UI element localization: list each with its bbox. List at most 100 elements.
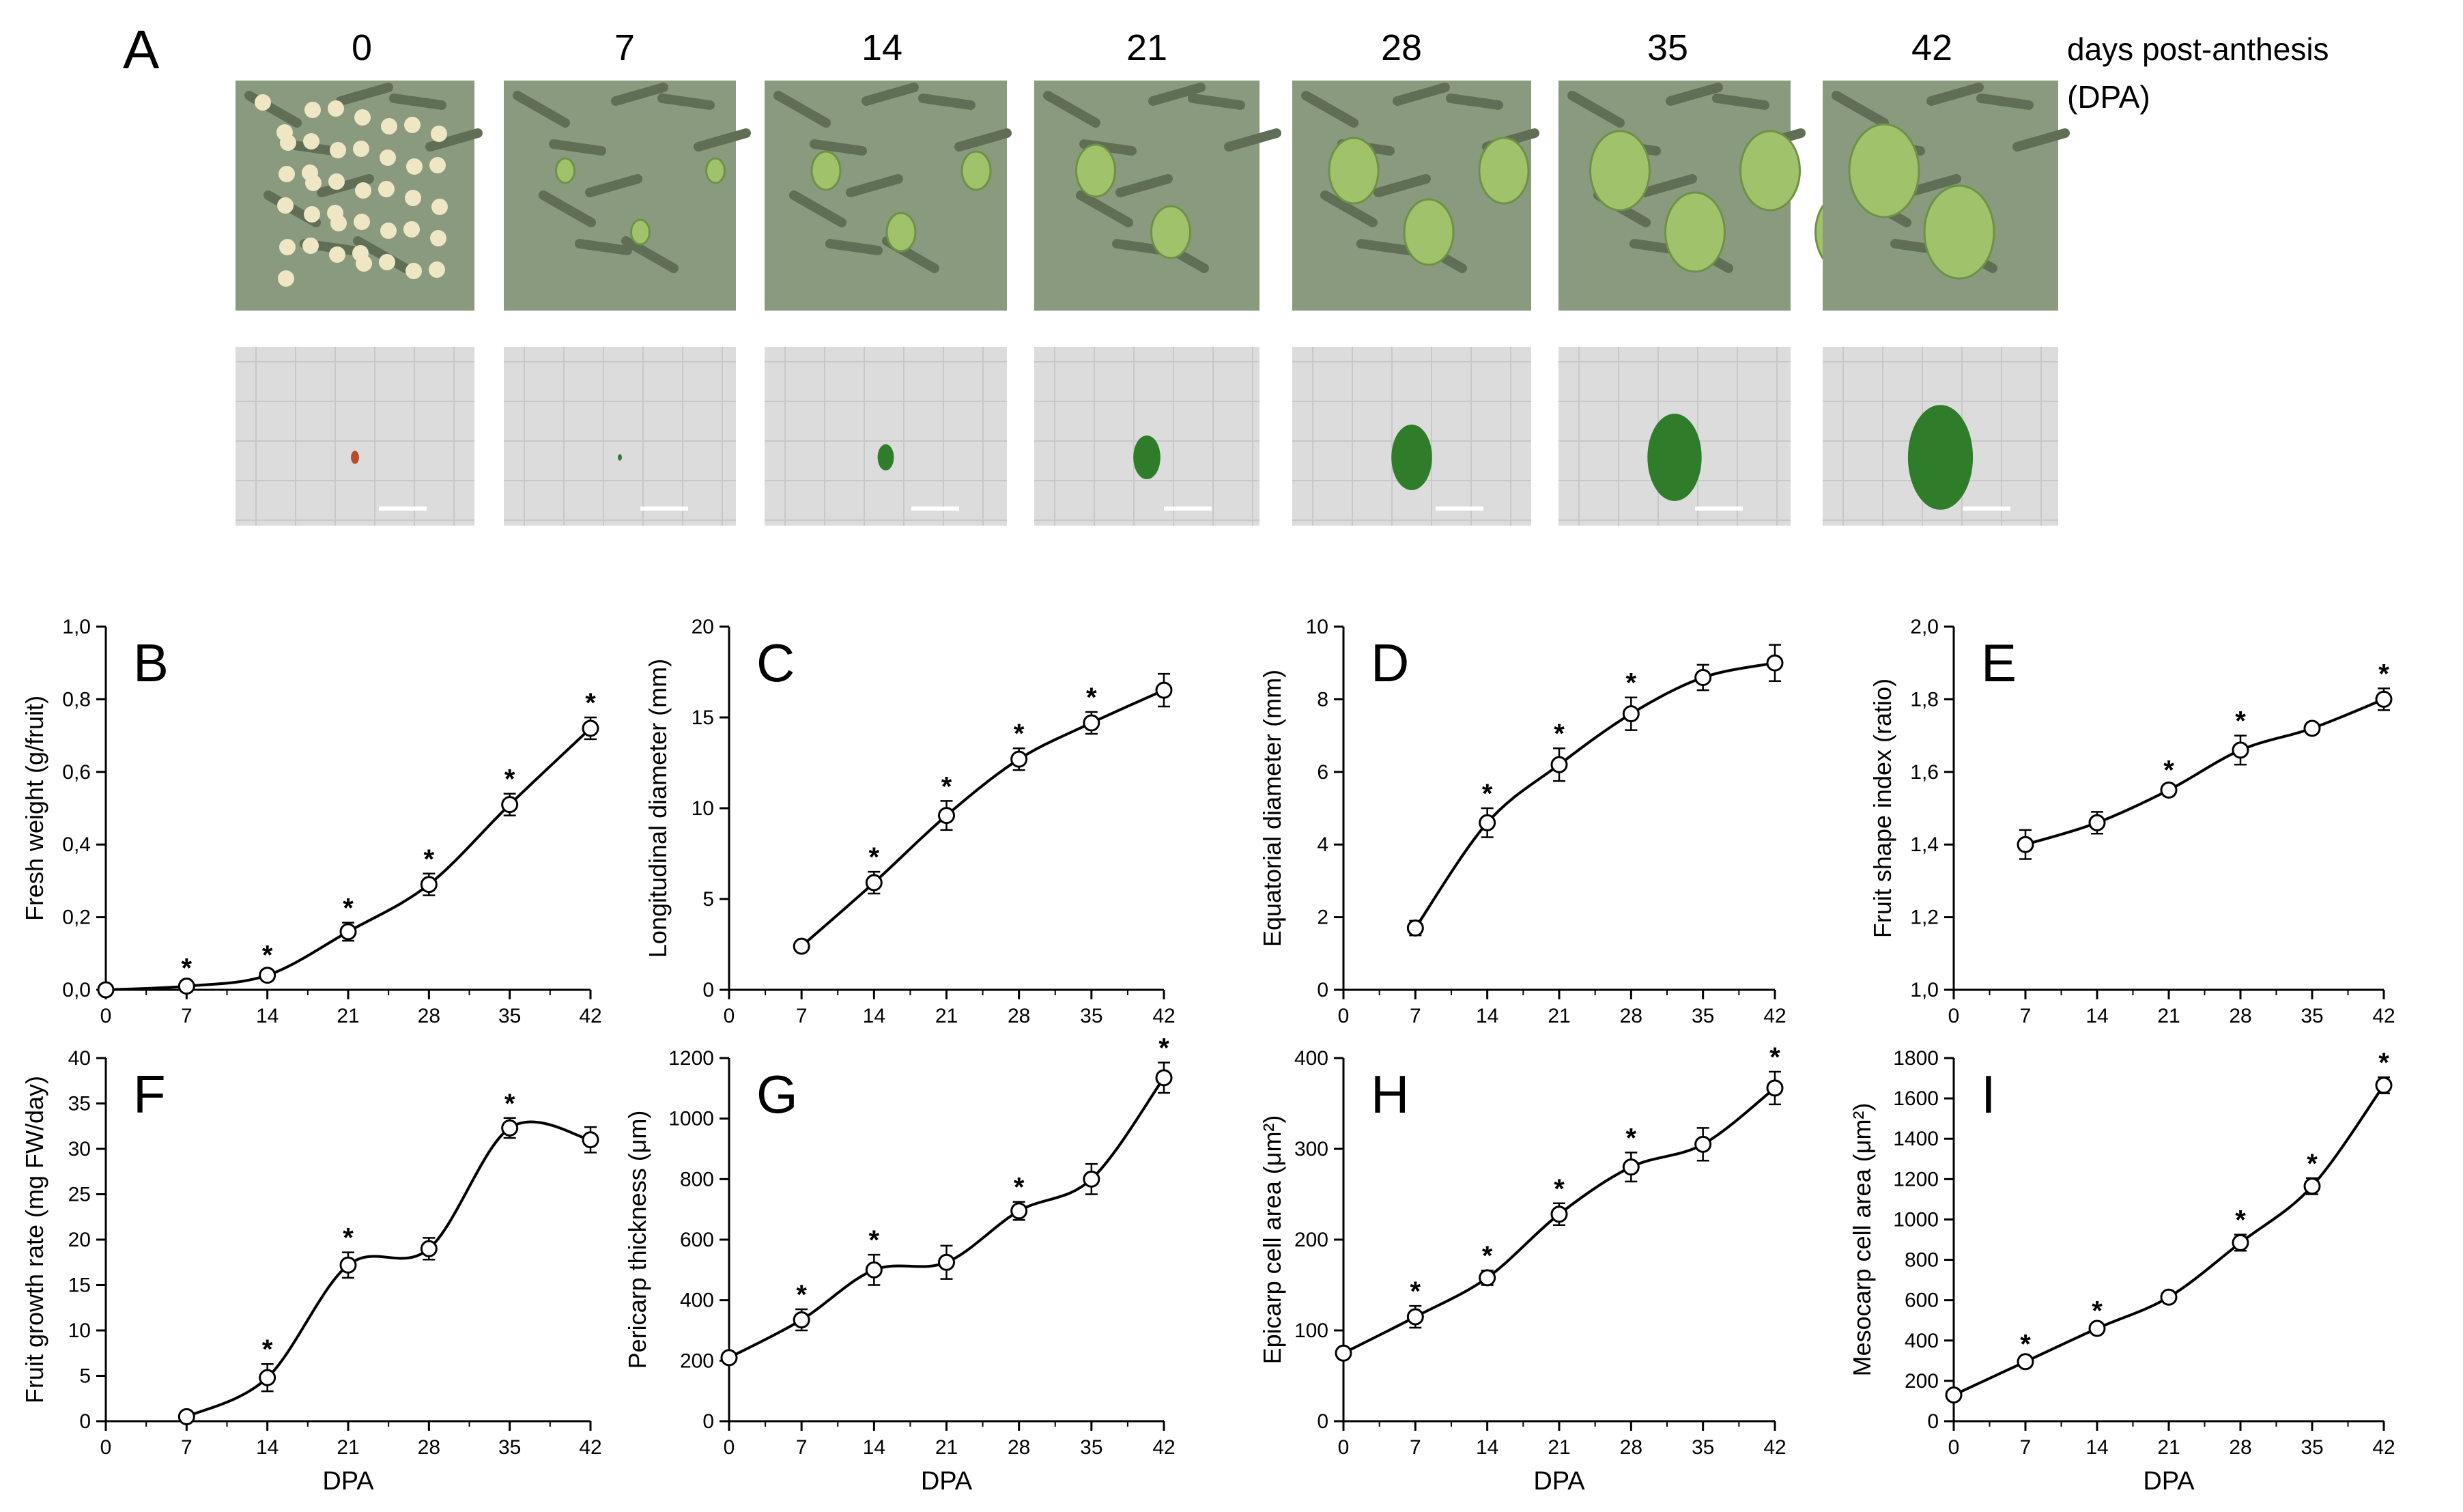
x-tick-label: 0 [724, 1005, 735, 1027]
significance-star: * [585, 688, 596, 718]
data-point [420, 1240, 438, 1257]
olive-branch-photo [765, 81, 1067, 311]
y-tick-label: 1,0 [62, 616, 91, 638]
significance-star: * [262, 941, 273, 971]
y-tick-label: 800 [680, 1168, 714, 1190]
y-axis-title: Pericarp thickness (μm) [623, 1111, 651, 1369]
series-line [800, 689, 1165, 947]
y-tick-label: 5 [702, 888, 714, 911]
y-tick-label: 8 [1317, 688, 1328, 711]
y-tick-label: 2,0 [1910, 616, 1939, 638]
data-point [2088, 814, 2106, 831]
panel-label: E [1981, 633, 2017, 693]
data-point [1766, 654, 1784, 672]
y-tick-label: 0,8 [62, 688, 91, 711]
x-tick-label: 14 [2085, 1436, 2108, 1459]
x-tick-label: 35 [2301, 1005, 2323, 1027]
day-label-42: 42 [1911, 27, 1952, 68]
y-tick-label: 0 [79, 1410, 91, 1433]
x-tick-label: 42 [1152, 1436, 1175, 1459]
y-tick-label: 15 [68, 1274, 91, 1297]
significance-star: * [1014, 719, 1025, 749]
fruit-photo [236, 347, 474, 526]
x-tick-label: 28 [2229, 1436, 2251, 1459]
x-tick-label: 28 [1620, 1436, 1642, 1459]
olive-branch-photo [504, 81, 751, 311]
significance-star: * [504, 1089, 515, 1119]
data-point [865, 874, 883, 891]
dpa-unit-line1: days post-anthesis [2067, 31, 2329, 67]
data-point [2017, 836, 2034, 853]
y-tick-label: 6 [1317, 761, 1328, 784]
x-axis-title: DPA [2143, 1467, 2195, 1496]
y-tick-label: 0 [702, 1410, 714, 1433]
data-point [1010, 750, 1028, 768]
day-label-28: 28 [1381, 27, 1422, 68]
x-tick-label: 0 [1948, 1436, 1960, 1459]
data-point [793, 1311, 810, 1328]
significance-star: * [262, 1335, 273, 1365]
y-tick-label: 20 [68, 1229, 91, 1251]
x-tick-label: 7 [1410, 1005, 1421, 1027]
panel-label: C [756, 633, 795, 693]
data-point [501, 796, 519, 814]
y-tick-label: 1800 [1893, 1047, 1939, 1070]
x-tick-label: 0 [1338, 1005, 1350, 1027]
chart-B: 0 7 14 21 28 35 42 0,0 0,2 0,4 0,6 0,8 1,0 Fresh weig… [20, 616, 602, 1027]
y-axis-title: Fresh weight (g/fruit) [20, 696, 48, 921]
y-axis-title: Fruit growth rate (mg FW/day) [20, 1076, 48, 1403]
data-point [2017, 1353, 2034, 1371]
fruit-photo [504, 347, 736, 526]
series-line [2025, 698, 2384, 846]
x-tick-label: 42 [1763, 1436, 1786, 1459]
y-tick-label: 2 [1317, 907, 1328, 929]
y-tick-label: 600 [1905, 1289, 1939, 1312]
data-point [339, 923, 357, 941]
data-point [1766, 1079, 1784, 1097]
data-point [582, 1131, 599, 1149]
y-tick-label: 0 [702, 979, 714, 1001]
x-tick-label: 21 [1548, 1005, 1570, 1027]
x-tick-label: 42 [2372, 1005, 2395, 1027]
significance-star: * [343, 894, 354, 924]
x-tick-label: 14 [256, 1436, 279, 1459]
x-tick-label: 35 [2301, 1436, 2323, 1459]
fruit-photo [1558, 347, 1791, 526]
series-line [1953, 1084, 2385, 1397]
fruit-photo [1823, 347, 2058, 526]
y-tick-label: 0,4 [62, 833, 91, 856]
significance-star: * [1158, 1033, 1169, 1064]
data-point [1406, 919, 1424, 937]
significance-star: * [2020, 1329, 2031, 1359]
data-point [865, 1261, 883, 1279]
day-label-7: 7 [614, 27, 635, 68]
data-point [2088, 1320, 2106, 1337]
chart-D: 0 7 14 21 28 35 42 0 2 4 6 8 10 Equatorial diameter (… [1258, 616, 1786, 1027]
fruit-photo [765, 347, 1007, 526]
y-axis-title: Longitudinal diameter (mm) [644, 659, 672, 958]
x-tick-label: 0 [100, 1005, 112, 1027]
significance-star: * [2378, 1048, 2389, 1078]
y-tick-label: 0,0 [62, 979, 91, 1001]
x-tick-label: 21 [935, 1436, 958, 1459]
x-tick-label: 14 [1476, 1436, 1498, 1459]
olive-branch-photo [1034, 81, 1281, 311]
data-point [1479, 1269, 1496, 1287]
axis-lines [1952, 627, 2384, 991]
y-tick-label: 1200 [1893, 1168, 1939, 1190]
y-tick-label: 200 [680, 1350, 714, 1372]
series-line [105, 727, 592, 991]
y-tick-label: 35 [68, 1093, 91, 1115]
significance-star: * [182, 953, 193, 983]
data-point [1335, 1344, 1352, 1362]
data-point [582, 719, 599, 737]
x-tick-label: 0 [1338, 1436, 1350, 1459]
x-tick-label: 42 [579, 1436, 601, 1459]
x-tick-label: 21 [2157, 1005, 2180, 1027]
significance-star: * [796, 1280, 807, 1310]
significance-star: * [343, 1223, 354, 1253]
x-tick-label: 21 [337, 1436, 359, 1459]
significance-star: * [1626, 668, 1637, 698]
y-tick-label: 1600 [1893, 1087, 1939, 1110]
x-tick-label: 14 [1476, 1005, 1498, 1027]
